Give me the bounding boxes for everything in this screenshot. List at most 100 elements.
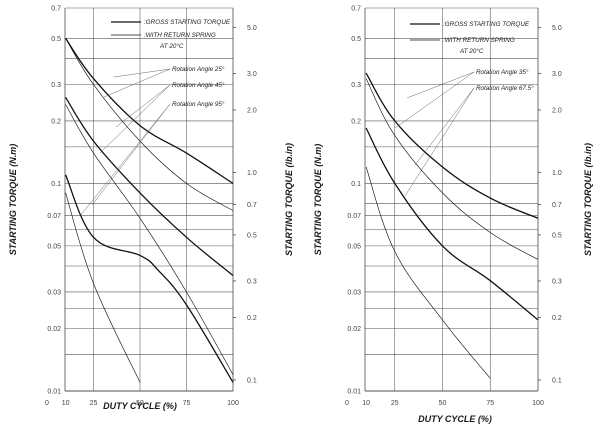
- y-left-tick-label: 0.03: [47, 289, 61, 296]
- y-left-tick-label: 0.7: [351, 6, 361, 13]
- y-left-tick-label: 0.1: [51, 181, 61, 188]
- annotation-label: Rotation Angle 67.5°: [476, 84, 534, 92]
- y-left-tick-label: 0.7: [51, 6, 61, 13]
- y-left-tick-label: 0.2: [51, 118, 61, 125]
- y-left-tick-label: 0.1: [351, 181, 361, 188]
- y-right-tick-label: 3.0: [552, 71, 562, 78]
- y-left-tick-label: 0.3: [51, 82, 61, 89]
- chart-2: 0.7 0.5 0.3 0.2 0.1 0.07 0.05 0.03 0.02 0.01 5.0 3.…: [313, 6, 593, 425]
- y-right-tick-label: 5.0: [552, 25, 562, 32]
- right-tick-labels: 5.0 3.0 2.0 1.0 0.7 0.5 0.3 0.2 0.1: [538, 25, 562, 384]
- x-tick-label: 25: [90, 400, 98, 407]
- y-left-tick-label: 0.05: [47, 243, 61, 250]
- annotation-leader: [103, 68, 171, 98]
- series-line-spring: [365, 166, 491, 379]
- annotation-label: Rotation Angle 35°: [476, 68, 529, 76]
- left-tick-labels: 0.7 0.5 0.3 0.2 0.1 0.07 0.05 0.03 0.02 0.01: [347, 6, 361, 396]
- annotation-label: Rotation Angle 95°: [172, 100, 225, 108]
- legend-label-gross: :GROSS STARTING TORQUE: [144, 19, 231, 26]
- y-right-tick-label: 0.3: [247, 278, 257, 285]
- y-right-tick-label: 0.5: [552, 232, 562, 239]
- y-right-tick-label: 1.0: [552, 170, 562, 177]
- legend: :GROSS STARTING TORQUE:WITH RETURN SPRIN…: [111, 19, 231, 50]
- annotation-leader: [414, 87, 475, 166]
- series-line-spring: [65, 104, 234, 375]
- x-tick-label: 10: [62, 400, 70, 407]
- y-right-axis-title: STARTING TORQUE (lb.in): [284, 143, 294, 256]
- x-tick-label: 25: [391, 400, 399, 407]
- series-line-gross: [65, 37, 234, 184]
- x-tick-labels: 0 10 25 50 75 100: [345, 400, 544, 407]
- y-left-tick-label: 0.07: [347, 213, 361, 220]
- series-line-gross: [365, 72, 539, 219]
- legend-label-gross: :GROSS STARTING TORQUE: [443, 21, 530, 28]
- y-right-axis-title: STARTING TORQUE (lb.in): [583, 143, 593, 256]
- legend-condition: AT 20°C: [459, 47, 484, 55]
- x-axis-title: DUTY CYCLE (%): [418, 414, 492, 424]
- x-tick-label: 50: [136, 400, 144, 407]
- y-left-tick-label: 0.02: [47, 326, 61, 333]
- y-right-tick-label: 2.0: [247, 107, 257, 114]
- x-axis-title: DUTY CYCLE (%): [103, 401, 177, 411]
- annotation-leader: [79, 103, 171, 217]
- y-right-tick-label: 2.0: [552, 107, 562, 114]
- series-line-spring: [365, 78, 539, 260]
- x-tick-label: 0: [345, 400, 349, 407]
- annotation-leader: [99, 84, 171, 154]
- annotation-leader: [394, 71, 475, 129]
- y-left-tick-label: 0.5: [51, 36, 61, 43]
- x-tick-labels: 0 10 25 50 75 100: [45, 400, 239, 407]
- y-right-tick-label: 3.0: [247, 71, 257, 78]
- annotations: Rotation Angle 35° Rotation Angle 67.5°: [394, 68, 534, 197]
- x-tick-label: 75: [183, 400, 191, 407]
- x-tick-label: 10: [362, 400, 370, 407]
- series-line-spring: [65, 38, 234, 211]
- y-right-tick-label: 0.2: [552, 315, 562, 322]
- annotation-label: Rotation Angle 25°: [172, 65, 225, 73]
- y-right-tick-label: 0.7: [552, 202, 562, 209]
- gridlines: [365, 7, 538, 392]
- series-line-gross: [65, 174, 234, 383]
- x-tick-label: 75: [486, 400, 494, 407]
- y-left-tick-label: 0.02: [347, 326, 361, 333]
- y-left-axis-title: STARTING TORQUE (N.m): [313, 144, 323, 256]
- y-left-tick-label: 0.03: [347, 289, 361, 296]
- series-line-gross: [65, 96, 234, 277]
- series-line-spring: [65, 192, 141, 383]
- y-left-axis-title: STARTING TORQUE (N.m): [8, 144, 18, 256]
- legend: :GROSS STARTING TORQUE :WITH RETURN SPRIN…: [410, 21, 530, 55]
- y-left-tick-label: 0.01: [347, 389, 361, 396]
- series-line-gross: [365, 127, 539, 321]
- legend-condition: AT 20°C: [159, 42, 184, 50]
- series: [65, 37, 234, 383]
- y-right-tick-label: 0.1: [247, 377, 257, 384]
- y-left-tick-label: 0.05: [347, 243, 361, 250]
- y-right-tick-label: 0.2: [247, 315, 257, 322]
- left-tick-labels: 0.7 0.5 0.3 0.2 0.1 0.07 0.05 0.03 0.02 0.01: [47, 6, 61, 396]
- annotation-label: Rotation Angle 45°: [172, 81, 225, 89]
- y-right-tick-label: 0.1: [552, 377, 562, 384]
- x-tick-label: 100: [227, 400, 239, 407]
- chart-1: 0.7 0.5 0.3 0.2 0.1 0.07 0.05 0.03 0.02 0.01 5.0 3.…: [8, 6, 294, 412]
- x-tick-label: 50: [439, 400, 447, 407]
- annotations: Rotation Angle 25° Rotation Angle 45° Rota…: [79, 65, 225, 217]
- y-left-tick-label: 0.07: [47, 213, 61, 220]
- x-tick-label: 0: [45, 400, 49, 407]
- annotation-leader: [406, 71, 475, 99]
- series: [365, 72, 539, 379]
- annotation-leader: [113, 68, 171, 78]
- y-left-tick-label: 0.3: [351, 82, 361, 89]
- y-left-tick-label: 0.5: [351, 36, 361, 43]
- x-tick-label: 100: [532, 400, 544, 407]
- annotation-leader: [91, 103, 171, 206]
- right-tick-labels: 5.0 3.0 2.0 1.0 0.7 0.5 0.3 0.2 0.1: [233, 25, 257, 384]
- y-right-tick-label: 1.0: [247, 170, 257, 177]
- y-right-tick-label: 0.3: [552, 278, 562, 285]
- legend-label-spring: :WITH RETURN SPRING: [443, 37, 515, 44]
- y-right-tick-label: 0.7: [247, 202, 257, 209]
- y-right-tick-label: 0.5: [247, 232, 257, 239]
- y-left-tick-label: 0.2: [351, 118, 361, 125]
- y-left-tick-label: 0.01: [47, 389, 61, 396]
